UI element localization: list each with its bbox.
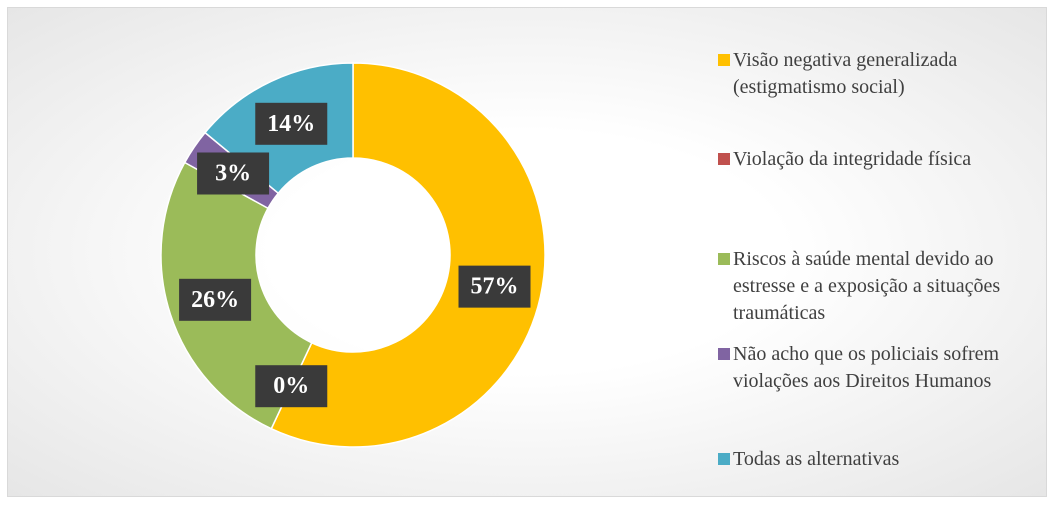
data-label-text: 3% (215, 160, 251, 186)
legend-label: Visão negativa generalizada (estigmatism… (733, 49, 958, 98)
legend-swatch (718, 348, 730, 360)
data-label-text: 0% (273, 373, 309, 399)
data-label: 3% (197, 152, 270, 195)
legend-label: Não acho que os policiais sofrem violaçõ… (733, 343, 1000, 392)
data-label: 0% (255, 365, 328, 408)
legend-swatch (718, 54, 730, 66)
data-label-box (255, 102, 328, 145)
donut-slice (270, 62, 546, 448)
data-label-box (179, 278, 252, 321)
legend-label: Todas as alternativas (733, 448, 900, 470)
data-label-text: 26% (191, 287, 239, 313)
data-label: 14% (255, 102, 328, 145)
data-label-box (255, 365, 328, 408)
data-label: 26% (179, 278, 252, 321)
data-label-box (458, 265, 531, 308)
legend-swatch (718, 253, 730, 265)
legend-item: Todas as alternativas (718, 446, 1038, 473)
legend-label: Riscos à saúde mental devido ao estresse… (733, 248, 1001, 324)
legend-label: Violação da integridade física (733, 148, 972, 170)
legend-item: Violação da integridade física (718, 146, 1038, 173)
legend-swatch (718, 153, 730, 165)
legend-item: Não acho que os policiais sofrem violaçõ… (718, 341, 1038, 395)
data-label-text: 14% (267, 111, 315, 137)
data-label-text: 57% (471, 274, 519, 300)
legend-item: Riscos à saúde mental devido ao estresse… (718, 246, 1038, 327)
legend-item: Visão negativa generalizada (estigmatism… (718, 47, 1038, 101)
data-label: 57% (458, 265, 531, 308)
legend-swatch (718, 453, 730, 465)
data-label-box (197, 152, 270, 195)
